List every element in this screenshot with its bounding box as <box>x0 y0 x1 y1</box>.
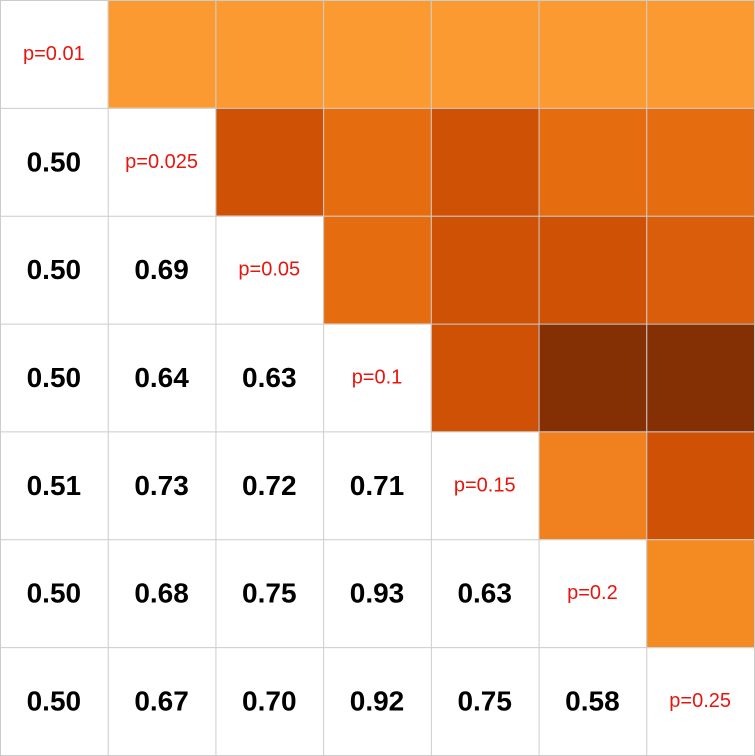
value-cell <box>0 647 108 755</box>
value-cell <box>107 323 216 432</box>
value-label: 0.64 <box>134 362 189 393</box>
heat-cell <box>538 431 647 540</box>
heat-cell <box>646 0 754 108</box>
heat-cell <box>646 539 754 648</box>
value-label: 0.50 <box>27 686 82 717</box>
value-cell <box>215 431 324 540</box>
heat-cell <box>430 0 539 108</box>
value-cell <box>323 431 431 540</box>
diagonal-label: p=0.1 <box>352 367 403 389</box>
value-cell <box>215 647 324 755</box>
heat-cell <box>646 107 754 216</box>
value-label: 0.50 <box>27 362 82 393</box>
diagonal-cell <box>107 107 216 216</box>
diagonal-cell <box>538 539 647 648</box>
value-cell <box>107 215 216 324</box>
value-cell <box>0 539 108 648</box>
value-label: 0.70 <box>242 686 297 717</box>
value-label: 0.58 <box>565 686 620 717</box>
value-label: 0.72 <box>242 470 297 501</box>
value-cell <box>0 215 108 324</box>
value-cell <box>107 539 216 648</box>
heat-cell <box>430 215 539 324</box>
diagonal-label: p=0.25 <box>669 690 731 712</box>
diagonal-label: p=0.15 <box>454 474 516 496</box>
diagonal-label: p=0.025 <box>125 151 198 173</box>
value-label: 0.50 <box>27 146 82 177</box>
diagonal-cell <box>0 0 108 108</box>
value-label: 0.69 <box>134 254 189 285</box>
value-label: 0.63 <box>457 578 512 609</box>
heat-cell <box>646 431 754 540</box>
value-cell <box>0 323 108 432</box>
heat-cell <box>646 215 754 324</box>
value-cell <box>215 323 324 432</box>
diagonal-label: p=0.2 <box>567 582 618 604</box>
value-label: 0.75 <box>242 578 297 609</box>
value-label: 0.75 <box>457 686 512 717</box>
diagonal-cell <box>430 431 539 540</box>
value-label: 0.92 <box>350 686 405 717</box>
value-cell <box>323 647 431 755</box>
heat-cell <box>430 107 539 216</box>
value-cell <box>107 431 216 540</box>
value-cell <box>323 539 431 648</box>
value-cell <box>215 539 324 648</box>
heat-cell <box>538 215 647 324</box>
heat-cell <box>538 107 647 216</box>
value-label: 0.67 <box>134 686 189 717</box>
diagonal-cell <box>323 323 431 432</box>
value-label: 0.51 <box>27 470 82 501</box>
heat-cell <box>215 0 324 108</box>
value-label: 0.50 <box>27 578 82 609</box>
value-cell <box>538 647 647 755</box>
diagonal-cell <box>215 215 324 324</box>
heat-cell <box>646 323 754 432</box>
value-cell <box>430 647 539 755</box>
value-label: 0.50 <box>27 254 82 285</box>
diagonal-cell <box>646 647 754 755</box>
diagonal-label: p=0.05 <box>238 259 300 281</box>
heat-cell <box>215 107 324 216</box>
heat-cell <box>323 107 431 216</box>
heat-cell <box>538 0 647 108</box>
value-label: 0.73 <box>134 470 189 501</box>
value-label: 0.71 <box>350 470 405 501</box>
value-cell <box>107 647 216 755</box>
heat-cell <box>430 323 539 432</box>
heat-cell <box>323 0 431 108</box>
heat-cell <box>538 323 647 432</box>
value-cell <box>0 431 108 540</box>
value-label: 0.63 <box>242 362 297 393</box>
diagonal-label: p=0.01 <box>23 43 85 65</box>
value-label: 0.68 <box>134 578 189 609</box>
heat-cell <box>107 0 216 108</box>
value-cell <box>0 107 108 216</box>
value-cell <box>430 539 539 648</box>
heat-cell <box>323 215 431 324</box>
value-label: 0.93 <box>350 578 405 609</box>
